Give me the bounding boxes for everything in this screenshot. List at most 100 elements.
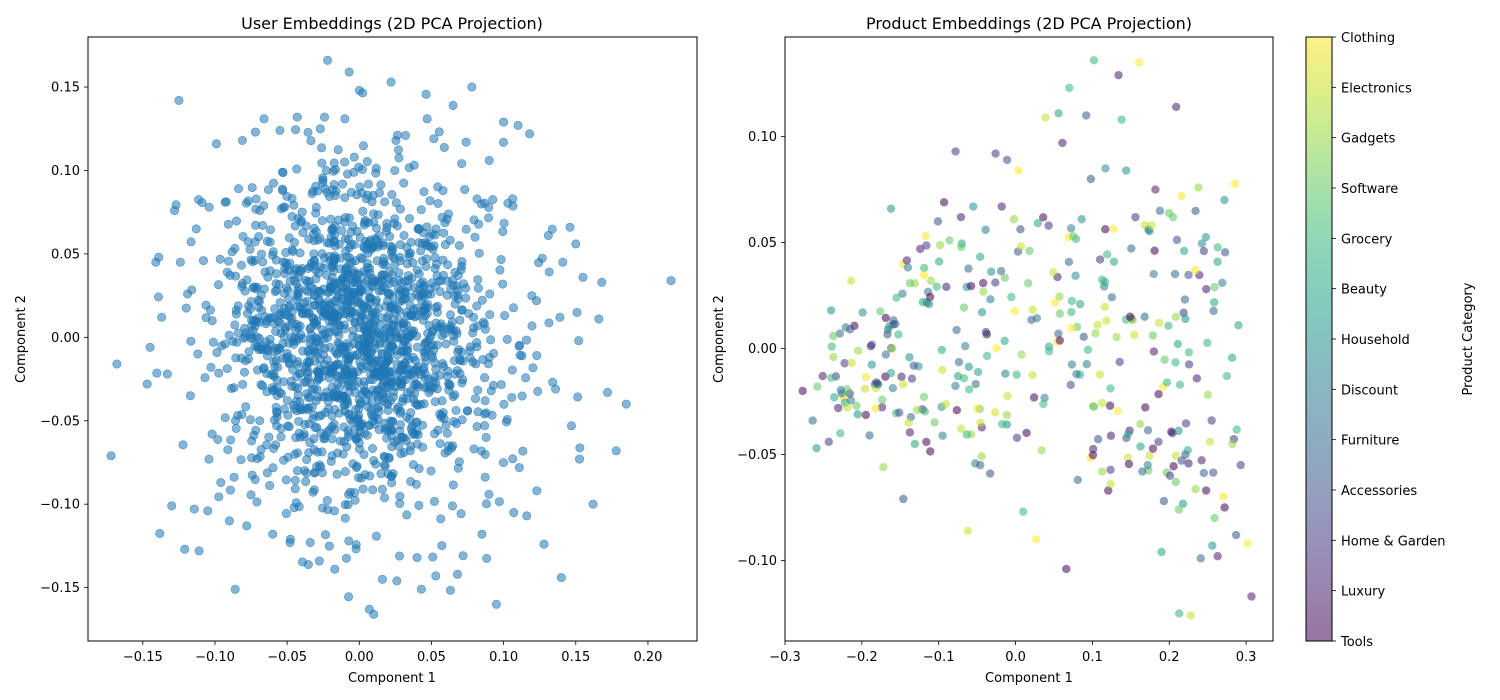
scatter-point bbox=[932, 282, 941, 291]
scatter-point bbox=[979, 287, 988, 296]
scatter-point bbox=[1122, 166, 1131, 175]
scatter-point bbox=[468, 328, 478, 338]
scatter-point bbox=[1067, 296, 1077, 306]
scatter-point bbox=[312, 376, 322, 386]
scatter-point bbox=[153, 292, 163, 302]
x-tick-label: −0.10 bbox=[195, 650, 235, 665]
scatter-point bbox=[364, 325, 374, 335]
scatter-point bbox=[224, 516, 234, 526]
scatter-point bbox=[377, 270, 387, 280]
scatter-point bbox=[277, 353, 287, 363]
scatter-point bbox=[841, 323, 850, 332]
scatter-point bbox=[214, 492, 224, 502]
scatter-point bbox=[1054, 329, 1063, 338]
scatter-point bbox=[1073, 475, 1083, 485]
scatter-point bbox=[1207, 416, 1216, 425]
scatter-point bbox=[358, 141, 368, 151]
scatter-point bbox=[303, 373, 313, 383]
scatter-point bbox=[829, 352, 838, 362]
scatter-point bbox=[1102, 316, 1111, 326]
scatter-point bbox=[362, 157, 372, 167]
scatter-point bbox=[1220, 503, 1229, 512]
scatter-point bbox=[323, 55, 333, 65]
scatter-point bbox=[997, 419, 1007, 429]
colorbar-tick-label: Discount bbox=[1341, 383, 1398, 398]
scatter-point bbox=[337, 226, 347, 236]
scatter-point bbox=[1202, 284, 1211, 294]
scatter-point bbox=[1143, 460, 1152, 470]
scatter-point bbox=[1191, 265, 1200, 275]
scatter-point bbox=[243, 196, 253, 206]
scatter-point bbox=[480, 449, 490, 459]
scatter-point bbox=[262, 468, 272, 478]
scatter-point bbox=[208, 337, 218, 347]
scatter-point bbox=[866, 341, 875, 351]
scatter-point bbox=[412, 303, 422, 313]
scatter-point bbox=[453, 285, 463, 295]
scatter-point bbox=[1208, 541, 1217, 550]
scatter-point bbox=[860, 384, 870, 393]
scatter-point bbox=[453, 463, 463, 473]
scatter-point bbox=[344, 536, 354, 546]
x-tick-label: 0.20 bbox=[633, 650, 662, 665]
colorbar-gradient bbox=[1306, 37, 1332, 641]
scatter-point bbox=[281, 509, 291, 519]
scatter-point bbox=[276, 319, 286, 329]
scatter-point bbox=[1103, 250, 1112, 259]
scatter-point bbox=[275, 344, 285, 354]
scatter-point bbox=[886, 204, 896, 213]
scatter-point bbox=[142, 379, 152, 389]
scatter-point bbox=[342, 442, 352, 452]
scatter-point bbox=[1062, 564, 1071, 574]
scatter-point bbox=[365, 293, 375, 303]
scatter-point bbox=[1199, 468, 1209, 478]
scatter-point bbox=[1180, 295, 1190, 304]
scatter-point bbox=[343, 399, 353, 409]
scatter-point bbox=[971, 379, 980, 389]
scatter-point bbox=[1174, 505, 1184, 514]
x-tick-label: 0.05 bbox=[417, 650, 446, 665]
scatter-point bbox=[411, 479, 421, 489]
scatter-point bbox=[1075, 299, 1085, 309]
scatter-point bbox=[878, 395, 887, 404]
scatter-point bbox=[1154, 318, 1164, 328]
scatter-point bbox=[346, 227, 356, 237]
scatter-point bbox=[422, 239, 432, 249]
scatter-point bbox=[317, 143, 327, 153]
scatter-point bbox=[1171, 358, 1180, 367]
scatter-point bbox=[470, 232, 480, 242]
scatter-point bbox=[1170, 269, 1180, 279]
scatter-point bbox=[1038, 213, 1048, 222]
scatter-point bbox=[376, 180, 386, 190]
scatter-point bbox=[502, 334, 512, 344]
scatter-point bbox=[594, 314, 604, 324]
scatter-points bbox=[106, 55, 676, 619]
colorbar-tick-label: Electronics bbox=[1341, 81, 1412, 96]
scatter-point bbox=[1049, 268, 1058, 277]
y-tick-label: −0.15 bbox=[40, 581, 80, 596]
scatter-point bbox=[418, 282, 428, 292]
scatter-point bbox=[448, 501, 458, 511]
scatter-point bbox=[412, 342, 422, 352]
scatter-point bbox=[189, 504, 199, 514]
scatter-point bbox=[279, 288, 289, 298]
scatter-point bbox=[439, 142, 449, 152]
scatter-point bbox=[362, 430, 372, 440]
scatter-point bbox=[1209, 298, 1219, 307]
scatter-point bbox=[230, 584, 240, 594]
scatter-point bbox=[1230, 179, 1240, 189]
scatter-point bbox=[1184, 360, 1194, 369]
scatter-point bbox=[1050, 298, 1060, 307]
scatter-point bbox=[435, 439, 445, 449]
scatter-point bbox=[382, 219, 392, 229]
scatter-point bbox=[236, 455, 246, 465]
scatter-point bbox=[354, 162, 364, 172]
scatter-point bbox=[867, 360, 877, 369]
scatter-point bbox=[316, 262, 326, 272]
scatter-point bbox=[1083, 345, 1093, 354]
colorbar-tick-label: Tools bbox=[1340, 635, 1373, 650]
scatter-point bbox=[472, 194, 482, 204]
scatter-point bbox=[1171, 312, 1180, 322]
scatter-point bbox=[412, 553, 422, 563]
scatter-point bbox=[469, 444, 479, 454]
